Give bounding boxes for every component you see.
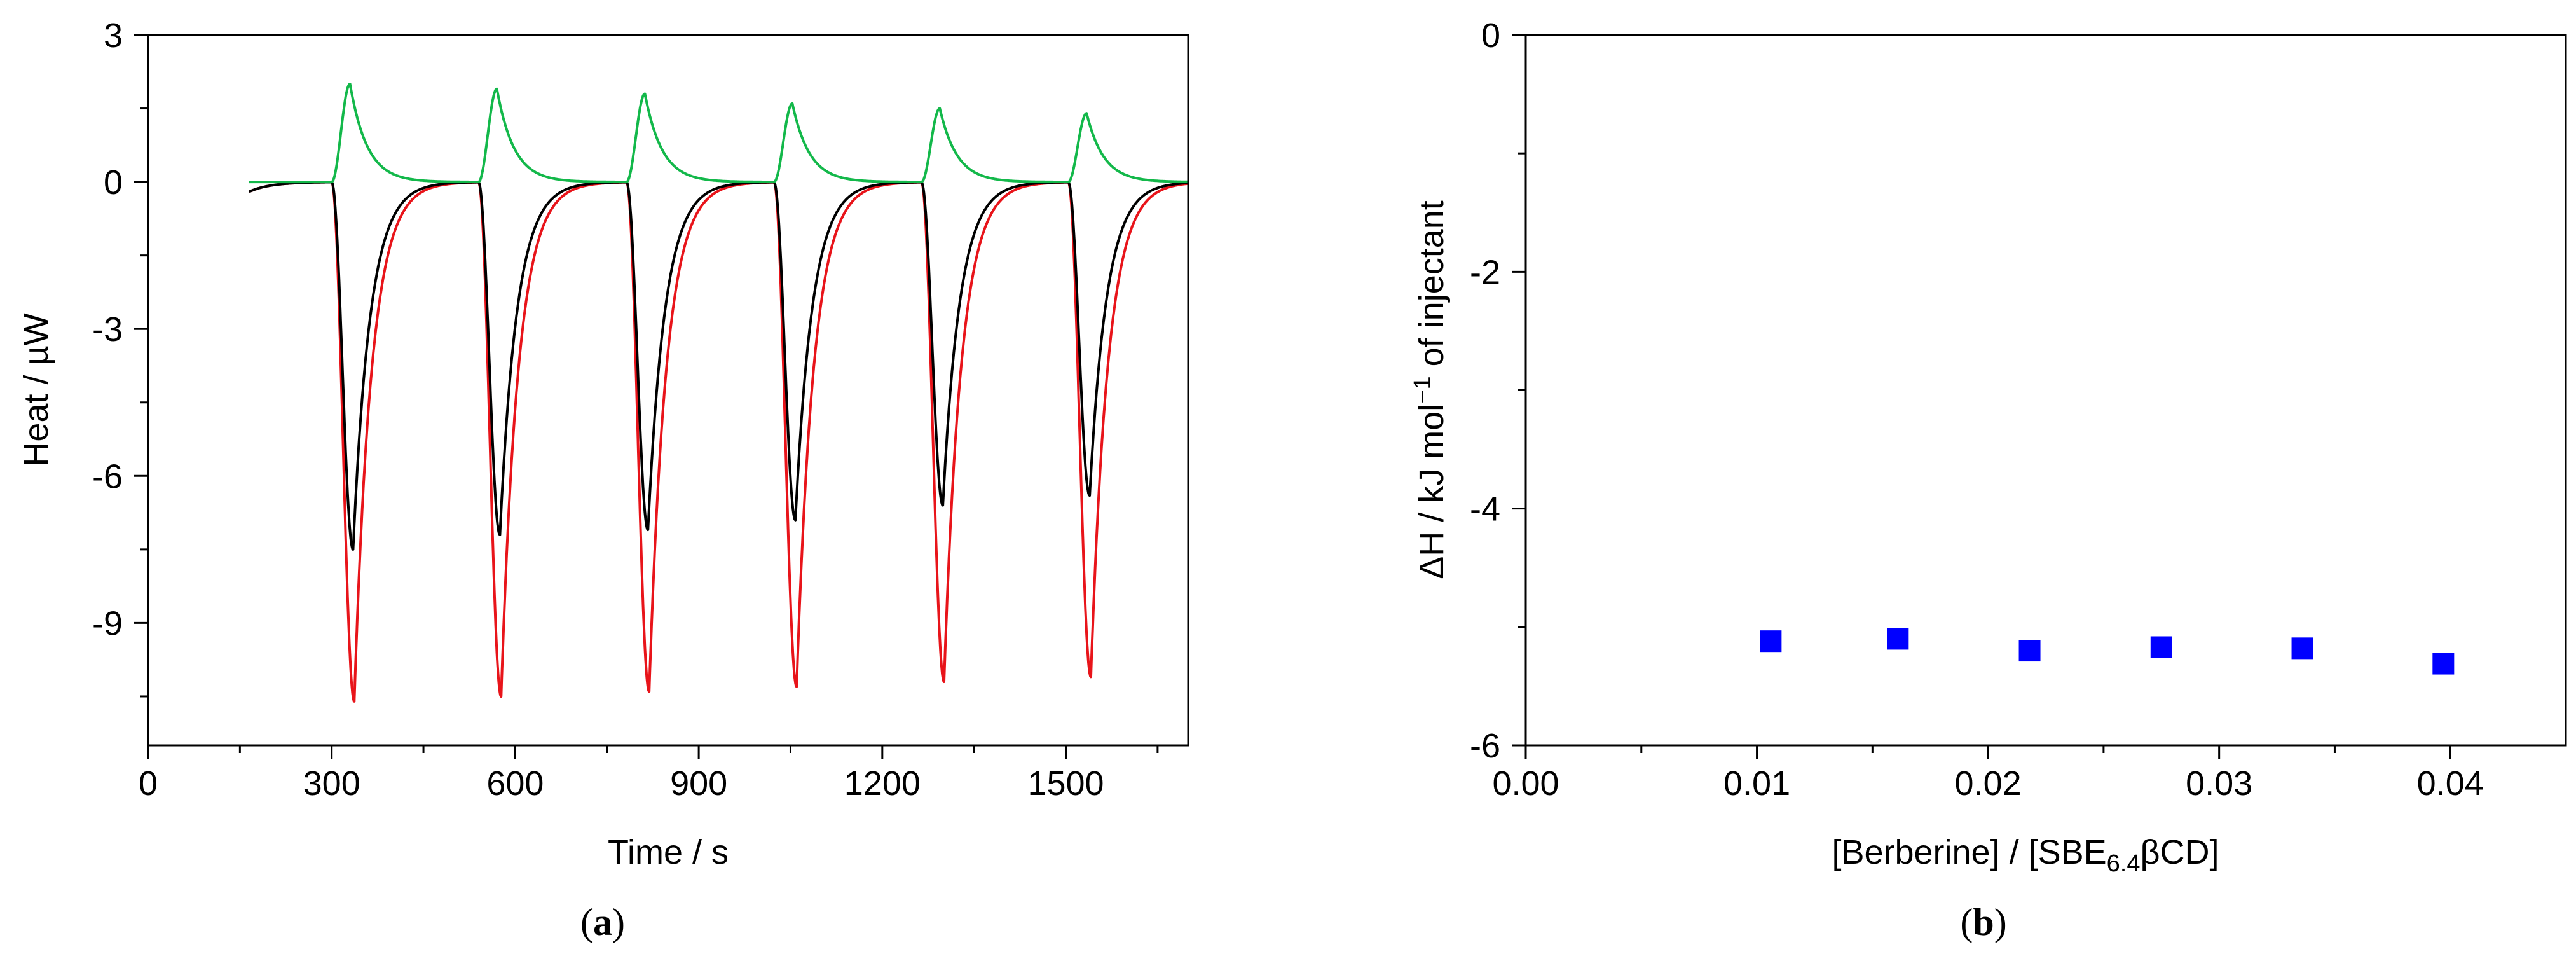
panel-b-y-tick-label: -2 xyxy=(1470,253,1500,291)
panel-b-y-tick-label: 0 xyxy=(1481,17,1500,55)
panel-a-y-tick-label: -6 xyxy=(92,457,123,495)
data-point xyxy=(1887,628,1909,650)
panel-b-x-tick-label: 0.01 xyxy=(1723,764,1790,803)
panel-b-x-label-sub: 6.4 xyxy=(2107,850,2141,877)
panel-a-x-tick-label: 600 xyxy=(486,764,544,803)
panel-a-label: (a) xyxy=(580,901,625,943)
panel-a-x-axis-label: Time / s xyxy=(608,833,729,871)
panel-a-label-letter: a xyxy=(593,901,612,943)
panel-a-x-tick-label: 300 xyxy=(303,764,360,803)
panel-a-x-tick-label: 900 xyxy=(670,764,727,803)
panel-b-x-axis-label: [Berberine] / [SBE6.4βCD] xyxy=(1832,833,2219,877)
panel-b-x-label-main: [Berberine] / [SBE xyxy=(1832,833,2106,871)
data-point xyxy=(2291,637,2313,660)
panel-b-frame xyxy=(1524,34,2567,747)
panel-b-y-tick-label: -4 xyxy=(1470,490,1500,529)
panel-a-y-tick-label: -3 xyxy=(92,310,123,349)
panel-b-ticks: 0.00 0.01 0.02 0.03 0.04 0 -2 -4 -6 xyxy=(1470,17,2484,803)
panel-b-label: (b) xyxy=(1960,901,2006,943)
panel-b-y-label-sup: −1 xyxy=(1409,376,1436,403)
panel-b-x-tick-label: 0.03 xyxy=(2186,764,2252,803)
panel-b-points xyxy=(1760,628,2455,675)
panel-b-x-tick-label: 0.00 xyxy=(1492,764,1559,803)
panel-b-y-label-main: ΔH / kJ mol xyxy=(1413,404,1451,579)
panel-b-y-label-tail: of injectant xyxy=(1413,200,1451,376)
panel-a-frame xyxy=(147,34,1189,747)
data-point xyxy=(2018,640,2041,662)
panel-a-ticks: 0 300 600 900 1200 1500 3 0 -3 -6 -9 xyxy=(92,17,1159,803)
series-line-green xyxy=(248,83,1189,184)
data-point xyxy=(1760,630,1782,653)
panel-a-curves xyxy=(248,83,1189,703)
panel-a-y-tick-label: -9 xyxy=(92,604,123,642)
panel-a-y-axis-label: Heat / µW xyxy=(17,313,55,466)
panel-b-y-axis-label: ΔH / kJ mol−1 of injectant xyxy=(1409,200,1451,579)
series-line-black xyxy=(248,181,1189,551)
panel-b: 0.00 0.01 0.02 0.03 0.04 0 -2 -4 -6 [Berberine] … xyxy=(1409,17,2567,943)
panel-b-x-tick-label: 0.04 xyxy=(2417,764,2484,803)
panel-a-y-tick-label: 3 xyxy=(104,17,123,55)
series-line-red xyxy=(248,181,1189,703)
panel-a-x-tick-label: 1200 xyxy=(844,764,921,803)
panel-b-label-letter: b xyxy=(1973,901,1994,943)
panel-a-x-tick-label: 1500 xyxy=(1027,764,1104,803)
panel-a: 0 300 600 900 1200 1500 3 0 -3 -6 -9 Time / s Heat… xyxy=(17,17,1189,943)
panel-b-y-tick-label: -6 xyxy=(1470,727,1500,765)
data-point xyxy=(2150,636,2172,658)
panel-b-x-label-tail: βCD] xyxy=(2140,833,2219,871)
data-point xyxy=(2432,653,2455,675)
panel-a-x-tick-label: 0 xyxy=(139,764,158,803)
panel-a-y-tick-label: 0 xyxy=(104,163,123,202)
panel-b-x-tick-label: 0.02 xyxy=(1955,764,2022,803)
